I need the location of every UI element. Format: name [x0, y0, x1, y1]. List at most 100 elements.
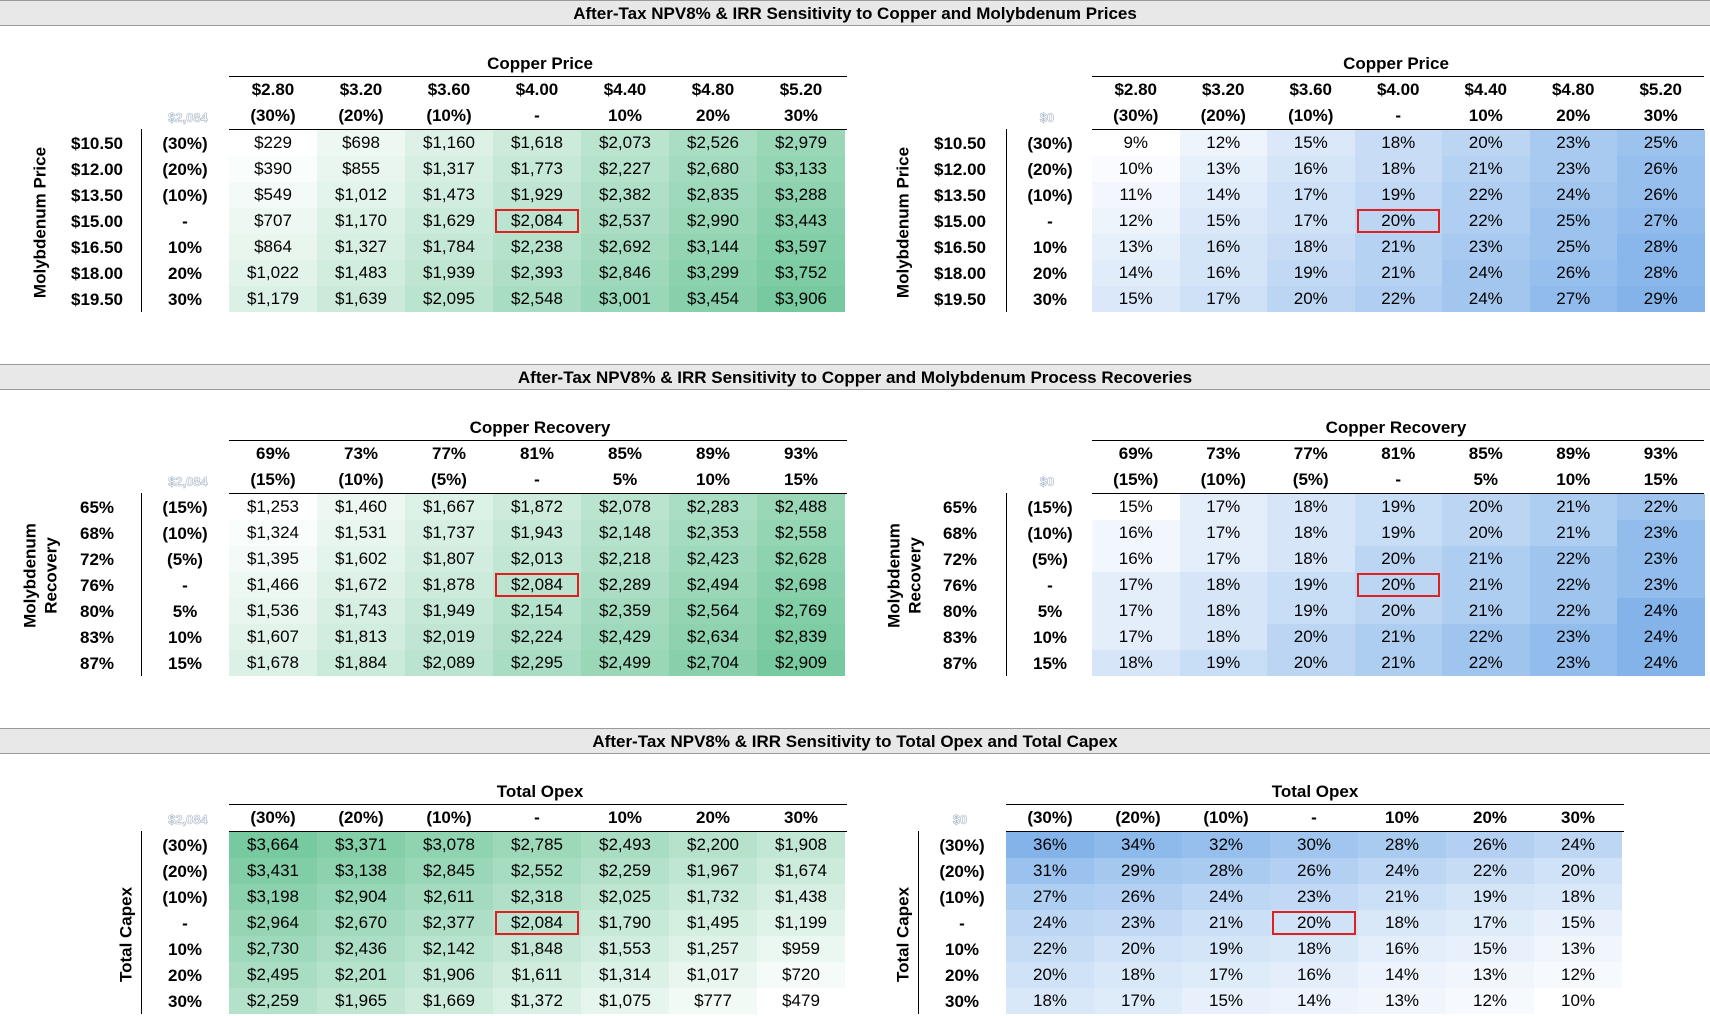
- table-cell: $2,499: [581, 650, 669, 676]
- table-cell: 18%: [1179, 598, 1267, 624]
- table-cell: 17%: [1182, 962, 1270, 988]
- col-pct-header: (10%): [426, 808, 472, 827]
- col-title-rule: [1092, 76, 1704, 77]
- table-cell: $1,743: [317, 598, 405, 624]
- table-cell: 23%: [1442, 234, 1530, 260]
- table-cell: 24%: [1006, 910, 1094, 936]
- table-cell: $2,289: [581, 572, 669, 598]
- table-cell: 22%: [1529, 572, 1617, 598]
- table-cell: 18%: [1179, 572, 1267, 598]
- table-cell: 23%: [1270, 884, 1358, 910]
- table-cell: $1,460: [317, 494, 405, 520]
- table-cell: $1,466: [229, 572, 317, 598]
- table-cell: 11%: [1092, 182, 1180, 208]
- table-cell: $1,611: [493, 962, 581, 988]
- table-cell: $2,073: [581, 130, 669, 156]
- table-cell: $2,670: [317, 910, 405, 936]
- col-pct-header: -: [1395, 470, 1402, 489]
- col-value-header: 73%: [343, 444, 379, 463]
- col-pct-header: (10%): [1288, 106, 1334, 125]
- row-value-header: $15.00: [934, 212, 986, 231]
- table-cell: $3,454: [669, 286, 757, 312]
- table-cell: 18%: [1267, 520, 1355, 546]
- table-cell: 18%: [1267, 494, 1355, 520]
- table-cell: 21%: [1354, 260, 1442, 286]
- row-pct-header: 15%: [1032, 654, 1068, 673]
- table-cell: 24%: [1617, 650, 1705, 676]
- section-3-title: After-Tax NPV8% & IRR Sensitivity to Tot…: [0, 728, 1710, 754]
- row-pct-header: (30%): [162, 134, 208, 153]
- table-cell: $1,872: [493, 494, 581, 520]
- table-cell: $2,537: [581, 208, 669, 234]
- table-cell: 20%: [1354, 546, 1442, 572]
- base-case-highlight: [1272, 911, 1356, 935]
- table-cell: 20%: [1267, 624, 1355, 650]
- table-cell: 18%: [1270, 936, 1358, 962]
- ghost-reference-value: $0: [1039, 110, 1055, 126]
- table-cell: 21%: [1442, 598, 1530, 624]
- table-cell: 20%: [1270, 910, 1358, 936]
- table-cell: 18%: [1267, 234, 1355, 260]
- table-cell: $2,548: [493, 286, 581, 312]
- col-pct-header: 30%: [1643, 106, 1678, 125]
- col-value-header: $4.80: [1551, 80, 1595, 99]
- row-pct-header: -: [182, 212, 188, 231]
- table-cell: 23%: [1529, 624, 1617, 650]
- table-cell: $1,395: [229, 546, 317, 572]
- row-pct-header: 20%: [1032, 264, 1068, 283]
- table-cell: 19%: [1179, 650, 1267, 676]
- table-cell: $2,628: [757, 546, 845, 572]
- table-cell: 15%: [1092, 286, 1180, 312]
- col-pct-header: 20%: [695, 106, 731, 125]
- table-cell: $1,813: [317, 624, 405, 650]
- table-cell: $1,314: [581, 962, 669, 988]
- row-value-header: $19.50: [934, 290, 986, 309]
- table-cell: $1,199: [757, 910, 845, 936]
- table-cell: 16%: [1267, 156, 1355, 182]
- table-cell: $2,095: [405, 286, 493, 312]
- col-pct-header: 10%: [607, 808, 643, 827]
- table-cell: $1,553: [581, 936, 669, 962]
- row-pct-header: 10%: [167, 628, 203, 647]
- table-cell: $1,848: [493, 936, 581, 962]
- table-cell: 19%: [1354, 520, 1442, 546]
- table-cell: $2,698: [757, 572, 845, 598]
- col-pct-header: 30%: [1560, 808, 1596, 827]
- base-case-highlight: [495, 911, 579, 935]
- table-cell: $1,257: [669, 936, 757, 962]
- row-value-header: $10.50: [71, 134, 123, 153]
- col-title: Copper Price: [1343, 54, 1449, 73]
- table-cell: $959: [757, 936, 845, 962]
- table-cell: 18%: [1092, 650, 1180, 676]
- table-cell: $1,017: [669, 962, 757, 988]
- table-cell: 21%: [1529, 494, 1617, 520]
- table-cell: $2,979: [757, 130, 845, 156]
- table-cell: $1,602: [317, 546, 405, 572]
- row-pct-header: (10%): [1027, 524, 1073, 543]
- table-cell: 27%: [1006, 884, 1094, 910]
- col-pct-header: (20%): [1115, 808, 1161, 827]
- table-cell: 10%: [1534, 988, 1622, 1014]
- col-pct-header: 10%: [1556, 470, 1591, 489]
- table-cell: 26%: [1270, 858, 1358, 884]
- table-cell: $3,133: [757, 156, 845, 182]
- col-title: Total Opex: [1271, 782, 1359, 801]
- row-pct-header: (10%): [1027, 186, 1073, 205]
- table-cell: 23%: [1529, 156, 1617, 182]
- table-cell: 21%: [1442, 156, 1530, 182]
- table-cell: 36%: [1006, 832, 1094, 858]
- col-value-header: 89%: [695, 444, 731, 463]
- table-cell: 28%: [1617, 234, 1705, 260]
- table-cell: 15%: [1446, 936, 1534, 962]
- table-cell: $2,227: [581, 156, 669, 182]
- table-cell: 18%: [1006, 988, 1094, 1014]
- col-value-header: 89%: [1556, 444, 1591, 463]
- table-cell: $1,672: [317, 572, 405, 598]
- table-cell: 20%: [1006, 962, 1094, 988]
- base-case-highlight: [1356, 209, 1440, 233]
- row-pct-header: (30%): [1027, 134, 1073, 153]
- table-cell: $1,807: [405, 546, 493, 572]
- col-pct-header: 10%: [695, 470, 731, 489]
- col-value-header: 81%: [519, 444, 555, 463]
- table-cell: 26%: [1446, 832, 1534, 858]
